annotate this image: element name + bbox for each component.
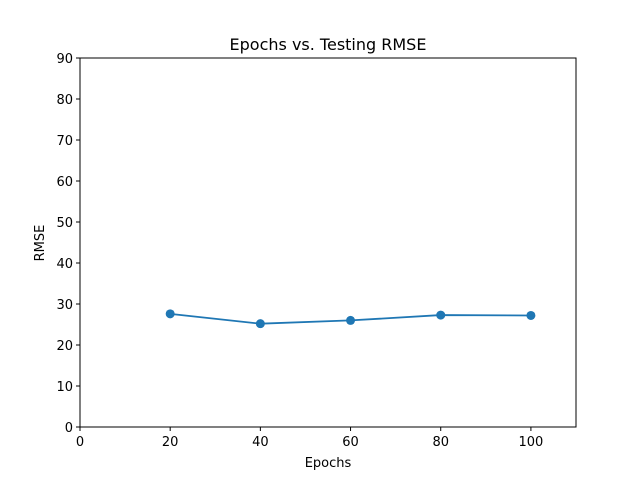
x-axis-ticks: 0 20 40 60 80 100	[76, 427, 543, 450]
y-axis-label: RMSE	[33, 225, 48, 262]
x-tick-label: 80	[432, 435, 449, 450]
x-tick-label: 100	[518, 435, 543, 450]
x-tick-label: 60	[342, 435, 359, 450]
y-tick-label: 40	[56, 257, 73, 272]
y-tick-label: 70	[56, 134, 73, 149]
y-axis-ticks: 0 10 20 30 40 50 60 70 80 90	[56, 52, 80, 436]
x-tick-label: 20	[162, 435, 179, 450]
y-tick-label: 50	[56, 216, 73, 231]
x-axis-label: Epochs	[305, 456, 352, 471]
y-tick-label: 0	[65, 421, 73, 436]
y-tick-label: 10	[56, 380, 73, 395]
data-point	[346, 315, 356, 325]
data-point	[165, 309, 175, 319]
x-tick-label: 40	[252, 435, 269, 450]
y-tick-label: 30	[56, 298, 73, 313]
y-tick-label: 90	[56, 52, 73, 67]
data-point	[436, 310, 446, 320]
x-tick-label: 0	[76, 435, 84, 450]
series-layer	[165, 309, 536, 329]
chart-title: Epochs vs. Testing RMSE	[230, 35, 427, 54]
data-point	[526, 310, 536, 320]
y-tick-label: 60	[56, 175, 73, 190]
y-tick-label: 80	[56, 93, 73, 108]
data-point	[255, 319, 265, 329]
y-tick-label: 20	[56, 339, 73, 354]
plot-frame	[79, 57, 577, 428]
